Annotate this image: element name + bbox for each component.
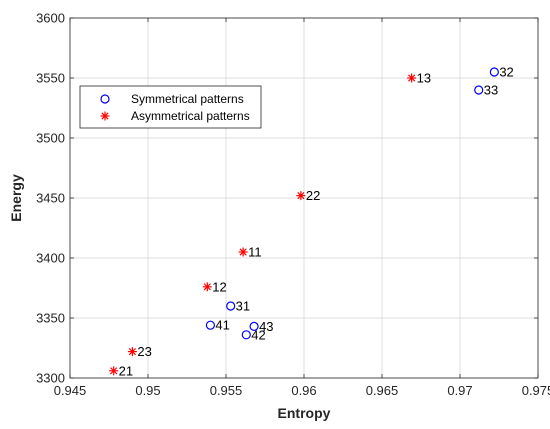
x-tick-label: 0.975 xyxy=(522,383,550,398)
point-label: 23 xyxy=(137,344,151,359)
x-axis-ticks: 0.945 0.95 0.955 0.96 0.965 0.97 0.975 xyxy=(54,18,550,398)
y-tick-label: 3350 xyxy=(36,311,65,326)
data-point-asymmetrical xyxy=(296,191,306,201)
data-point-symmetrical xyxy=(241,330,251,340)
legend-marker-asymmetrical xyxy=(100,111,110,121)
point-label: 31 xyxy=(236,299,250,314)
data-point-asymmetrical xyxy=(238,247,248,257)
legend-marker-symmetrical xyxy=(100,94,110,104)
y-tick-label: 3550 xyxy=(36,71,65,86)
point-label: 11 xyxy=(248,245,262,260)
data-point-asymmetrical xyxy=(407,73,417,83)
point-label: 41 xyxy=(215,318,229,333)
point-label: 22 xyxy=(306,188,320,203)
x-tick-label: 0.95 xyxy=(135,383,160,398)
y-tick-label: 3400 xyxy=(36,251,65,266)
legend-asterisk-shape xyxy=(100,111,110,121)
x-tick-label: 0.945 xyxy=(54,383,87,398)
data-point-symmetrical xyxy=(249,321,259,331)
point-label: 32 xyxy=(499,65,513,80)
point-label: 43 xyxy=(259,319,273,334)
data-point-symmetrical xyxy=(489,67,499,77)
x-axis-title: Entropy xyxy=(278,405,331,421)
y-tick-label: 3300 xyxy=(36,371,65,386)
legend-label-asymmetrical: Asymmetrical patterns xyxy=(131,109,250,123)
y-axis-ticks: 3300 3350 3400 3450 3500 3550 3600 xyxy=(36,11,538,386)
x-tick-label: 0.965 xyxy=(366,383,399,398)
data-point-asymmetrical xyxy=(202,282,212,292)
point-label: 21 xyxy=(119,363,133,378)
data-point-symmetrical xyxy=(474,85,484,95)
y-axis-title: Energy xyxy=(8,174,24,222)
y-tick-label: 3500 xyxy=(36,131,65,146)
x-tick-label: 0.96 xyxy=(291,383,316,398)
point-label: 33 xyxy=(484,83,498,98)
legend-label-symmetrical: Symmetrical patterns xyxy=(131,92,244,106)
data-point-asymmetrical xyxy=(109,366,119,376)
point-label: 42 xyxy=(251,327,265,342)
y-tick-label: 3600 xyxy=(36,11,65,26)
point-label: 13 xyxy=(417,71,431,86)
data-point-symmetrical xyxy=(205,320,215,330)
x-tick-label: 0.97 xyxy=(447,383,472,398)
y-tick-label: 3450 xyxy=(36,191,65,206)
data-point-symmetrical xyxy=(226,301,236,311)
point-label: 12 xyxy=(212,279,226,294)
data-point-asymmetrical xyxy=(127,347,137,357)
legend-box xyxy=(79,85,262,129)
x-tick-label: 0.955 xyxy=(210,383,243,398)
legend: Symmetrical patterns Asymmetrical patter… xyxy=(79,85,262,129)
